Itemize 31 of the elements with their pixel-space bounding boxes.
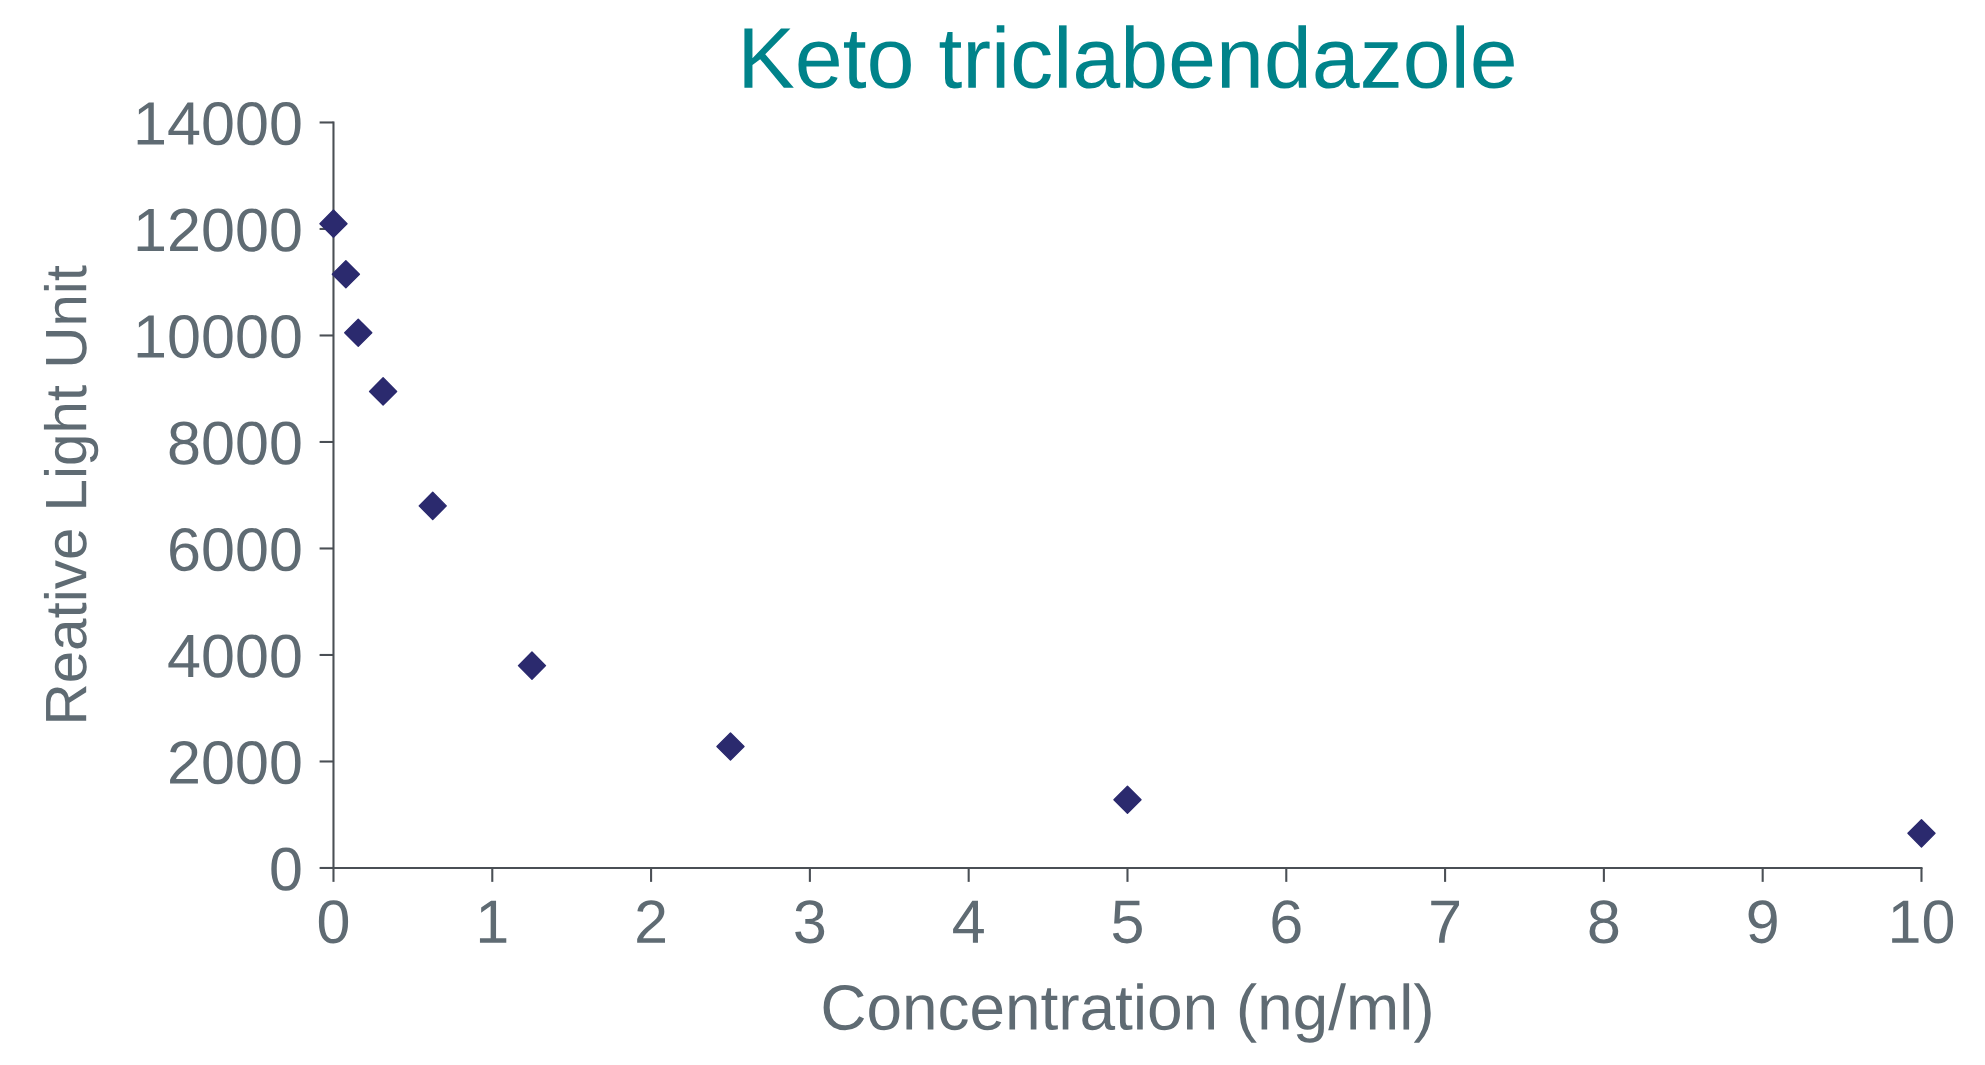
y-tick-label: 10000 (137, 314, 301, 359)
y-tick-label: 0 (271, 847, 301, 891)
point (716, 732, 745, 761)
y-tick-label: 2000 (170, 740, 301, 785)
point (1113, 785, 1142, 815)
point (331, 260, 361, 289)
y-axis-title: Reative Light Unit (43, 265, 99, 721)
y-tick-label: 14000 (137, 101, 301, 146)
x-tick-label: 4 (953, 900, 984, 943)
x-tick-label: 2 (637, 900, 666, 943)
x-tick-label: 8 (1589, 900, 1619, 944)
y-tick-label: 4000 (168, 634, 301, 678)
x-tick-label: 1 (479, 900, 507, 943)
x-tick-label: 6 (1272, 900, 1301, 944)
x-tick-label: 9 (1748, 900, 1777, 944)
x-tick-label: 3 (795, 900, 825, 944)
x-tick-label: 0 (318, 900, 349, 944)
point (517, 651, 547, 680)
point (1907, 819, 1936, 848)
y-tick-label: 8000 (169, 421, 301, 465)
point (319, 209, 348, 238)
point (344, 318, 373, 348)
y-tick-label: 12000 (137, 208, 301, 252)
point (368, 377, 398, 406)
x-axis-title: Concentration (ng/ml) (823, 983, 1431, 1043)
point (418, 491, 447, 521)
x-tick-label: 10 (1892, 900, 1954, 944)
x-tick-label: 7 (1431, 900, 1460, 943)
y-tick-label: 6000 (170, 527, 301, 572)
chart-title: Keto triclabendazole (744, 25, 1514, 89)
x-tick-label: 5 (1112, 900, 1142, 944)
